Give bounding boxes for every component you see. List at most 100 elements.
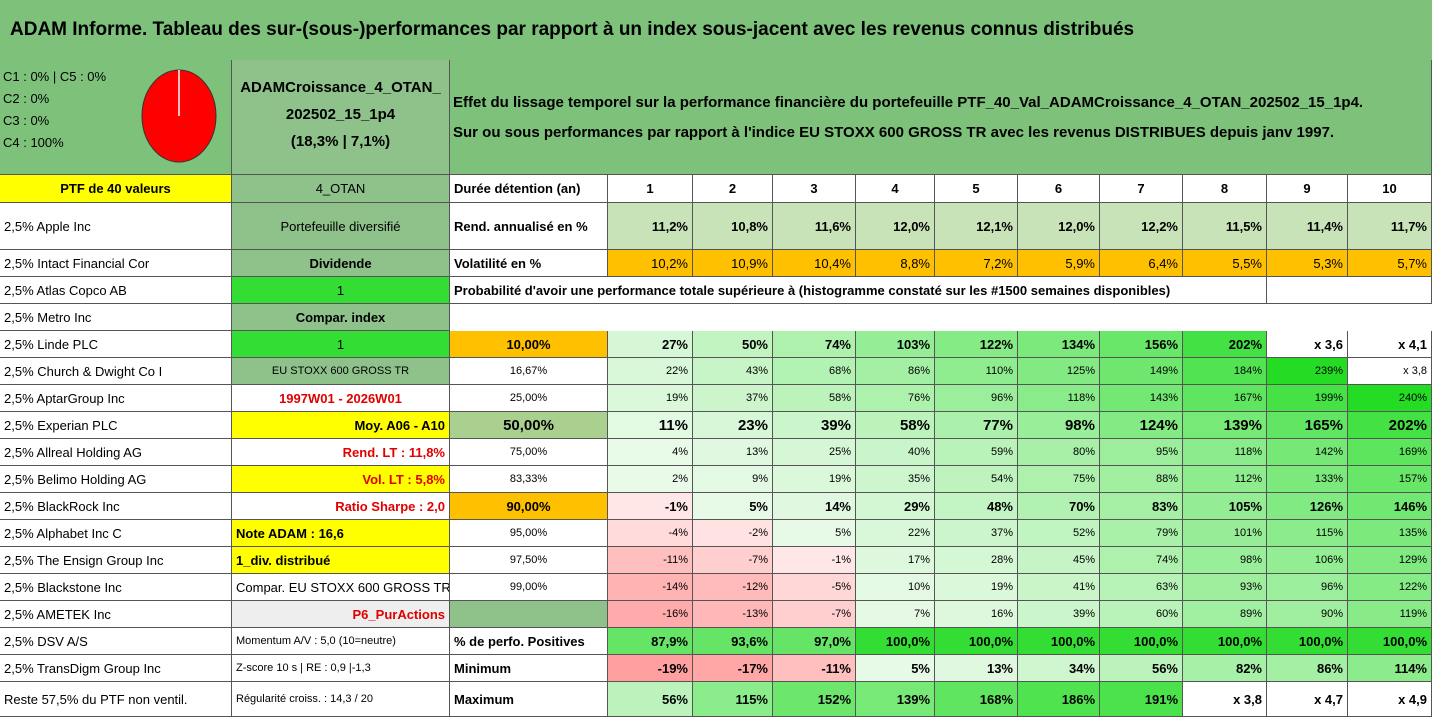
info-cell: 1997W01 - 2026W01 xyxy=(232,385,450,412)
probability-value: 122% xyxy=(935,331,1018,358)
probability-threshold: 90,00% xyxy=(450,493,608,520)
probability-value: -2% xyxy=(693,520,773,547)
info-cell: Compar. index xyxy=(232,304,450,331)
probability-value: 122% xyxy=(1348,574,1432,601)
probability-threshold: 10,00% xyxy=(450,331,608,358)
probability-value: 146% xyxy=(1348,493,1432,520)
probability-value: 167% xyxy=(1183,385,1267,412)
year-header: 4 xyxy=(856,175,935,203)
vol-value: 7,2% xyxy=(935,250,1018,277)
year-header: 2 xyxy=(693,175,773,203)
max-value: 186% xyxy=(1018,682,1100,717)
probability-value: 63% xyxy=(1100,574,1183,601)
info-cell: Régularité croiss. : 14,3 / 20 xyxy=(232,682,450,717)
probability-value: 139% xyxy=(1183,412,1267,439)
min-value: 13% xyxy=(935,655,1018,682)
rend-value: 11,7% xyxy=(1348,203,1432,250)
rend-value: 12,2% xyxy=(1100,203,1183,250)
probability-title: Probabilité d'avoir une performance tota… xyxy=(450,277,1267,304)
holding-row: 2,5% Atlas Copco AB xyxy=(0,277,232,304)
probability-value: 35% xyxy=(856,466,935,493)
probability-value: 143% xyxy=(1100,385,1183,412)
holding-row: 2,5% Linde PLC xyxy=(0,331,232,358)
duration-label: Durée détention (an) xyxy=(450,175,608,203)
min-value: 86% xyxy=(1267,655,1348,682)
max-value: x 4,7 xyxy=(1267,682,1348,717)
probability-value: 118% xyxy=(1183,439,1267,466)
probability-value: -1% xyxy=(608,493,693,520)
probability-value: 89% xyxy=(1183,601,1267,628)
holding-row: 2,5% AptarGroup Inc xyxy=(0,385,232,412)
info-cell: Ratio Sharpe : 2,0 xyxy=(232,493,450,520)
probability-value: 119% xyxy=(1348,601,1432,628)
probability-value: 22% xyxy=(608,358,693,385)
max-value: x 3,8 xyxy=(1183,682,1267,717)
probability-value: 106% xyxy=(1267,547,1348,574)
probability-value: 27% xyxy=(608,331,693,358)
vol-value: 10,9% xyxy=(693,250,773,277)
allocation-pie-chart xyxy=(141,69,217,163)
probability-value: -1% xyxy=(773,547,856,574)
rend-value: 11,5% xyxy=(1183,203,1267,250)
description-box: Effet du lissage temporel sur la perform… xyxy=(450,60,1432,175)
min-value: -11% xyxy=(773,655,856,682)
probability-value: 202% xyxy=(1348,412,1432,439)
probability-value: 110% xyxy=(935,358,1018,385)
probability-value: 96% xyxy=(935,385,1018,412)
info-cell: Portefeuille diversifié xyxy=(232,203,450,250)
min-value: -17% xyxy=(693,655,773,682)
holding-row: 2,5% TransDigm Group Inc xyxy=(0,655,232,682)
holding-row: 2,5% Apple Inc xyxy=(0,203,232,250)
probability-value: 124% xyxy=(1100,412,1183,439)
max-value: 115% xyxy=(693,682,773,717)
probability-value: x 3,6 xyxy=(1267,331,1348,358)
info-cell: Z-score 10 s | RE : 0,9 |-1,3 xyxy=(232,655,450,682)
fund-name-line1: ADAMCroissance_4_OTAN_ xyxy=(240,79,441,96)
info-cell: EU STOXX 600 GROSS TR xyxy=(232,358,450,385)
probability-value: 105% xyxy=(1183,493,1267,520)
probability-value: 70% xyxy=(1018,493,1100,520)
probability-value: 60% xyxy=(1100,601,1183,628)
probability-value: 98% xyxy=(1018,412,1100,439)
holding-row: 2,5% Experian PLC xyxy=(0,412,232,439)
vol-value: 5,9% xyxy=(1018,250,1100,277)
probability-value: 39% xyxy=(1018,601,1100,628)
vol-value: 5,5% xyxy=(1183,250,1267,277)
info-cell: Compar. EU STOXX 600 GROSS TR xyxy=(232,574,450,601)
probability-value: 184% xyxy=(1183,358,1267,385)
probability-value: 5% xyxy=(693,493,773,520)
vol-value: 6,4% xyxy=(1100,250,1183,277)
description-line2: Sur ou sous performances par rapport à l… xyxy=(453,124,1335,141)
holding-row: 2,5% Metro Inc xyxy=(0,304,232,331)
info-cell: P6_PurActions xyxy=(232,601,450,628)
probability-value: 74% xyxy=(1100,547,1183,574)
vol-value: 5,3% xyxy=(1267,250,1348,277)
description-line1: Effet du lissage temporel sur la perform… xyxy=(453,94,1364,111)
allocation-line: C1 : 0% | C5 : 0% xyxy=(3,69,107,84)
info-cell: Moy. A06 - A10 xyxy=(232,412,450,439)
spacer-cell xyxy=(450,601,608,628)
probability-threshold: 95,00% xyxy=(450,520,608,547)
probability-value: 2% xyxy=(608,466,693,493)
probability-value: 4% xyxy=(608,439,693,466)
probability-value: 37% xyxy=(935,520,1018,547)
portfolio-header: PTF de 40 valeurs xyxy=(0,175,232,203)
probability-value: 157% xyxy=(1348,466,1432,493)
probability-value: 165% xyxy=(1267,412,1348,439)
holding-row: 2,5% Belimo Holding AG xyxy=(0,466,232,493)
probability-value: 28% xyxy=(935,547,1018,574)
probability-value: 125% xyxy=(1018,358,1100,385)
positive-value: 97,0% xyxy=(773,628,856,655)
info-cell: Momentum A/V : 5,0 (10=neutre) xyxy=(232,628,450,655)
info-cell: Rend. LT : 11,8% xyxy=(232,439,450,466)
positive-value: 93,6% xyxy=(693,628,773,655)
positive-value: 100,0% xyxy=(1018,628,1100,655)
rend-value: 11,2% xyxy=(608,203,693,250)
info-cell: 1_div. distribué xyxy=(232,547,450,574)
holding-row: 2,5% BlackRock Inc xyxy=(0,493,232,520)
vol-value: 10,4% xyxy=(773,250,856,277)
probability-value: 41% xyxy=(1018,574,1100,601)
year-header: 3 xyxy=(773,175,856,203)
probability-value: -12% xyxy=(693,574,773,601)
probability-value: 19% xyxy=(935,574,1018,601)
